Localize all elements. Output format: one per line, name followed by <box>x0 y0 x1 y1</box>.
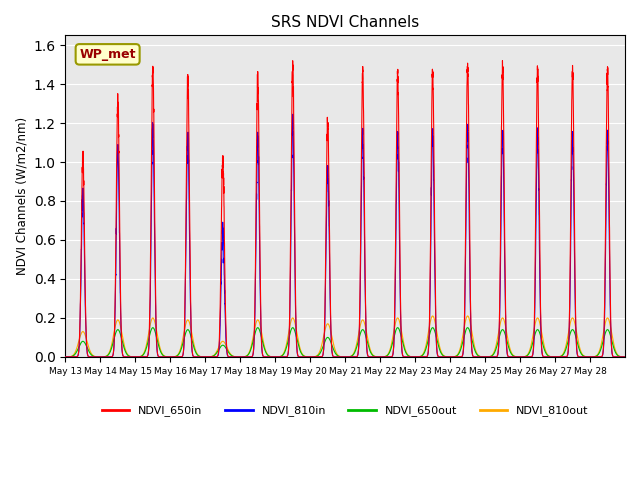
Title: SRS NDVI Channels: SRS NDVI Channels <box>271 15 419 30</box>
Y-axis label: NDVI Channels (W/m2/nm): NDVI Channels (W/m2/nm) <box>15 117 28 275</box>
Text: WP_met: WP_met <box>79 48 136 61</box>
Legend: NDVI_650in, NDVI_810in, NDVI_650out, NDVI_810out: NDVI_650in, NDVI_810in, NDVI_650out, NDV… <box>97 401 593 421</box>
